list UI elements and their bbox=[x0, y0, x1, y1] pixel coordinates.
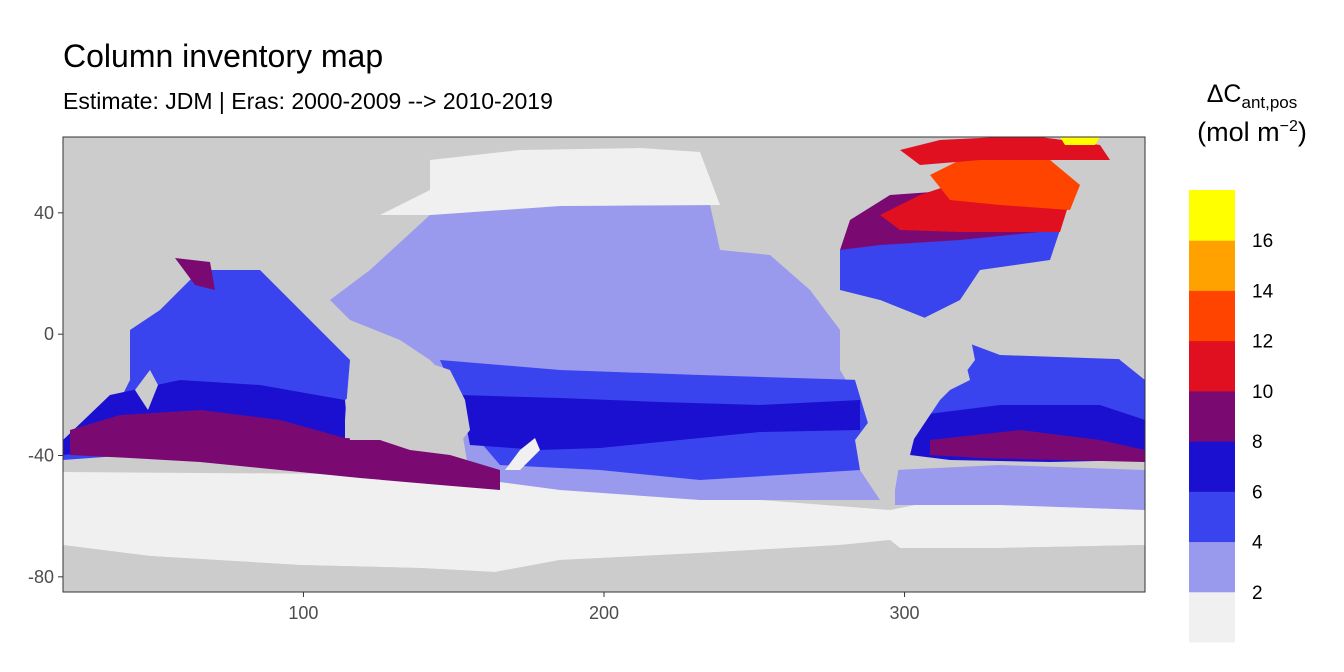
legend-swatch bbox=[1189, 541, 1235, 593]
legend-label: 8 bbox=[1252, 432, 1263, 453]
region-north-atlantic-subpolar bbox=[930, 150, 1080, 210]
legend-swatch bbox=[1189, 240, 1235, 291]
legend-unit: (mol m−2) bbox=[1182, 119, 1322, 146]
legend-title-main: ΔC bbox=[1206, 80, 1242, 108]
legend-unit-close: ) bbox=[1297, 117, 1307, 147]
legend-swatch bbox=[1189, 190, 1235, 241]
legend-swatch bbox=[1189, 441, 1235, 492]
x-axis: 100 200 300 bbox=[288, 592, 920, 623]
y-tick-label: -80 bbox=[28, 567, 54, 587]
chart-title: Column inventory map bbox=[63, 38, 384, 74]
y-tick-label: -40 bbox=[28, 446, 54, 466]
land-australia bbox=[345, 360, 470, 455]
legend-label: 10 bbox=[1252, 382, 1273, 403]
land-south-america bbox=[840, 300, 975, 505]
legend-swatch bbox=[1189, 591, 1235, 643]
legend-label: 12 bbox=[1252, 332, 1273, 353]
legend-label: 2 bbox=[1252, 583, 1263, 604]
x-tick-label: 200 bbox=[589, 603, 619, 623]
chart-subtitle: Estimate: JDM | Eras: 2000-2009 --> 2010… bbox=[63, 88, 553, 114]
land-antarctica bbox=[63, 540, 1145, 592]
x-tick-label: 100 bbox=[288, 603, 318, 623]
land-madagascar bbox=[135, 370, 158, 410]
legend-label: 6 bbox=[1252, 482, 1263, 503]
legend-swatch bbox=[1189, 491, 1235, 543]
region-nordic-seas bbox=[1060, 137, 1100, 145]
region-arabian-sea bbox=[175, 258, 215, 290]
y-tick-label: 40 bbox=[34, 203, 54, 223]
legend-swatch bbox=[1189, 340, 1235, 392]
land-africa bbox=[1030, 270, 1145, 380]
region-pacific-dark bbox=[460, 395, 860, 450]
map-panel bbox=[63, 137, 1145, 592]
legend-label: 4 bbox=[1252, 533, 1263, 554]
y-axis: 40 0 -40 -80 bbox=[28, 203, 63, 587]
region-north-pacific-subpolar bbox=[380, 148, 720, 215]
region-atlantic-mid bbox=[840, 230, 1145, 445]
land-new-zealand bbox=[505, 438, 540, 470]
legend-swatch bbox=[1189, 390, 1235, 442]
legend-title-subscript: ant,pos bbox=[1241, 93, 1298, 112]
legend-unit-exponent: −2 bbox=[1279, 118, 1298, 135]
legend-unit-open: (mol m bbox=[1197, 117, 1280, 147]
legend-title: ΔCant,pos (mol m−2) bbox=[1182, 82, 1322, 146]
region-south-atlantic-light bbox=[895, 465, 1145, 510]
y-tick-label: 0 bbox=[44, 324, 54, 344]
legend-label: 16 bbox=[1252, 231, 1273, 252]
legend-swatch bbox=[1189, 290, 1235, 342]
region-southern-indian-max bbox=[70, 410, 500, 490]
legend-colorbar: 2 4 6 8 10 12 14 16 bbox=[1189, 190, 1274, 643]
region-labrador-sea bbox=[900, 137, 1110, 165]
region-southern-ocean bbox=[63, 472, 1145, 572]
x-tick-label: 300 bbox=[890, 603, 920, 623]
region-south-atlantic-max bbox=[930, 430, 1145, 462]
legend-label: 14 bbox=[1252, 281, 1274, 302]
